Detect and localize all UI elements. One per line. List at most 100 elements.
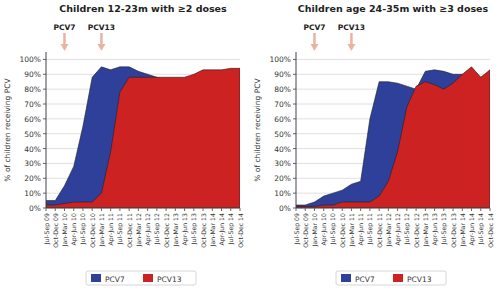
x-tick-label: Jul-Sep 10	[329, 213, 337, 245]
x-tick	[379, 208, 380, 211]
x-tick	[138, 208, 139, 211]
x-tick-label: Apr-Jun 12	[394, 213, 402, 245]
x-tick-label: Apr-Jun 11	[107, 213, 115, 245]
x-tick	[305, 208, 306, 211]
x-tick-label: Oct-Dec 10	[339, 213, 346, 248]
x-tick	[129, 208, 130, 211]
y-tick-label: 70%	[24, 100, 41, 109]
annotation-arrowhead	[97, 44, 105, 51]
legend-label: PCV7	[355, 275, 375, 284]
x-tick	[388, 208, 389, 211]
area	[46, 68, 240, 208]
legend-swatch	[91, 274, 101, 282]
y-tick-label: 0%	[279, 204, 291, 213]
x-tick-label: Jan-Mar 11	[348, 213, 356, 247]
annotation-arrowhead	[347, 44, 355, 51]
x-tick-label: Oct-Dec 14	[237, 213, 244, 248]
legend-label: PCV7	[105, 275, 125, 284]
y-tick-label: 80%	[24, 85, 41, 94]
figure: 0%10%20%30%40%50%60%70%80%90%100%Jul-Sep…	[0, 0, 500, 292]
y-tick-label: 20%	[274, 174, 291, 183]
x-tick	[110, 208, 111, 211]
x-tick	[92, 208, 93, 211]
y-tick-label: 90%	[24, 70, 41, 79]
x-tick-label: Oct-Dec 13	[200, 213, 207, 248]
grid-line	[46, 59, 240, 60]
panel: 0%10%20%30%40%50%60%70%80%90%100%Jul-Sep…	[253, 3, 494, 285]
panel: 0%10%20%30%40%50%60%70%80%90%100%Jul-Sep…	[3, 3, 244, 285]
legend-label: PCV13	[157, 275, 182, 284]
title: Children age 24-35m with ≥3 doses	[298, 3, 489, 14]
title: Children 12-23m with ≥2 doses	[59, 3, 227, 14]
x-tick-label: Jul-Sep 14	[477, 213, 485, 245]
y-tick-label: 100%	[20, 55, 41, 64]
x-tick	[369, 208, 370, 211]
grid-line	[296, 208, 490, 209]
x-tick	[397, 208, 398, 211]
x-tick-label: Jul-Sep 12	[153, 213, 161, 245]
x-tick-label: Oct-Dec 12	[413, 213, 420, 248]
legend-swatch	[393, 274, 403, 282]
x-tick	[73, 208, 74, 211]
x-tick-label: Jul-Sep 12	[403, 213, 411, 245]
annotation-arrow	[100, 33, 103, 45]
plot-area	[46, 67, 240, 208]
x-tick	[147, 208, 148, 211]
y-tick-label: 0%	[29, 204, 41, 213]
area	[46, 67, 240, 208]
x-tick-label: Apr-Jun 14	[468, 213, 476, 245]
annotation-arrowhead	[60, 44, 68, 51]
x-tick	[332, 208, 333, 211]
x-tick	[425, 208, 426, 211]
x-tick	[462, 208, 463, 211]
x-tick	[221, 208, 222, 211]
x-tick	[184, 208, 185, 211]
x-tick-label: Apr-Jun 11	[357, 213, 365, 245]
x-tick-label: Apr-Jun 10	[320, 213, 328, 245]
y-axis-label: % of children receiving PCV	[253, 77, 262, 181]
legend-label: PCV13	[407, 275, 432, 284]
x-tick-label: Oct-Dec 09	[302, 213, 309, 248]
y-tick-label: 10%	[274, 189, 291, 198]
x-tick-label: Jan-Mar 13	[172, 213, 180, 247]
x-tick-label: Jul-Sep 09	[43, 213, 51, 245]
annotation-label: PCV13	[88, 23, 115, 32]
annotation-label: PCV13	[338, 23, 365, 32]
y-axis	[296, 52, 297, 208]
x-tick-label: Oct-Dec 12	[163, 213, 170, 248]
x-tick	[101, 208, 102, 211]
x-tick-label: Jan-Mar 14	[459, 213, 467, 247]
x-tick-label: Jul-Sep 09	[293, 213, 301, 245]
x-tick-label: Jul-Sep 13	[440, 213, 448, 245]
x-tick-label: Oct-Dec 10	[89, 213, 96, 248]
x-tick-label: Jan-Mar 13	[422, 213, 430, 247]
x-tick	[416, 208, 417, 211]
x-tick-label: Apr-Jun 14	[218, 213, 226, 245]
y-tick-label: 50%	[24, 130, 41, 139]
x-tick	[480, 208, 481, 211]
x-tick	[193, 208, 194, 211]
area	[296, 67, 490, 208]
x-tick-label: Jul-Sep 14	[227, 213, 235, 245]
x-tick-label: Jul-Sep 13	[190, 213, 198, 245]
x-tick-label: Oct-Dec 11	[376, 213, 383, 248]
x-tick-label: Apr-Jun 12	[144, 213, 152, 245]
y-axis-label: % of children receiving PCV	[3, 77, 12, 181]
y-tick-label: 90%	[274, 70, 291, 79]
x-tick-label: Jul-Sep 10	[79, 213, 87, 245]
y-tick-label: 60%	[274, 115, 291, 124]
x-tick-label: Jul-Sep 11	[116, 213, 124, 245]
x-tick	[453, 208, 454, 211]
x-tick	[434, 208, 435, 211]
x-tick-label: Oct-Dec 09	[52, 213, 59, 248]
x-tick-label: Jan-Mar 11	[98, 213, 106, 247]
x-tick	[471, 208, 472, 211]
legend-frame	[86, 271, 196, 285]
x-tick	[351, 208, 352, 211]
background	[0, 0, 500, 292]
x-tick	[323, 208, 324, 211]
x-tick-label: Apr-Jun 10	[70, 213, 78, 245]
x-tick	[296, 208, 297, 211]
x-tick-label: Oct-Dec 14	[487, 213, 494, 248]
x-tick-label: Oct-Dec 13	[450, 213, 457, 248]
